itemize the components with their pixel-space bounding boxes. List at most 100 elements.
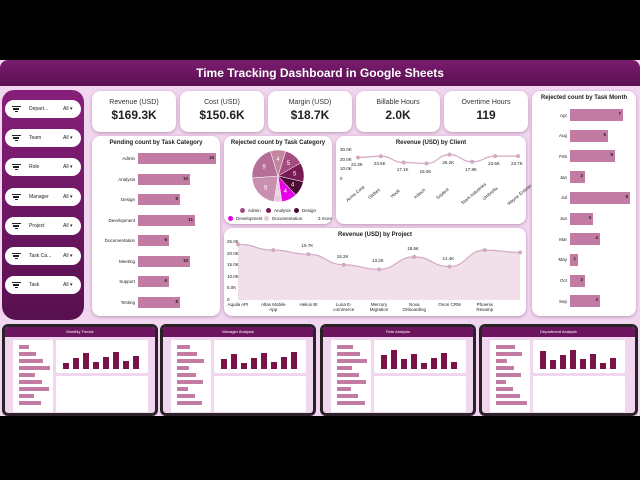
data-label: 14.4K [442,255,455,261]
bar-value: 3 [588,214,591,220]
bar-value: 6 [610,152,613,158]
bar: 3 [570,212,593,225]
filter-role[interactable]: Role All ▾ [5,158,81,176]
chart-title: Revenue (USD) by Project [337,232,413,238]
legend-item[interactable]: Development [228,216,263,221]
kpi-value: $18.7K [290,108,330,122]
mini-column [570,350,576,369]
mini-bar [496,401,527,405]
filter-project[interactable]: Project All ▾ [5,217,81,235]
dashboard: Time Tracking Dashboard in Google Sheets… [0,60,640,416]
legend-item[interactable]: Admin [240,208,261,213]
svg-text:5: 5 [287,161,291,167]
mini-chart [214,376,306,412]
mini-bar [337,387,351,391]
mini-bar [337,366,352,370]
bar: 4 [570,295,600,308]
mini-chart [533,376,625,412]
bar-category: Design [120,197,135,202]
legend-swatch-icon [264,216,269,221]
mini-chart [374,376,466,412]
chart-revenue-by-project[interactable]: Revenue (USD) by Project 25.0K 20.0K 15.0K… [224,228,526,316]
bar-category: Support [119,279,135,284]
kpi-billable-hours: Billable Hours 2.0K [356,91,440,132]
mini-bar [337,401,365,405]
bar: 8 [138,194,180,205]
thumbnail-role-analysis[interactable]: Role Analysis [320,324,476,416]
mini-bar [19,394,34,398]
mini-column [540,351,546,369]
filter-label: Project [29,223,45,229]
bar: 4 [570,233,600,246]
bar: 5 [570,129,608,142]
thumbnail-manager-analysis[interactable]: Manager Analysis [160,324,316,416]
mini-bar [496,352,522,356]
chart-title: Pending count by Task Category [109,140,203,146]
svg-text:9: 9 [264,185,268,191]
kpi-overtime-hours: Overtime Hours 119 [444,91,528,132]
filter-value: All ▾ [63,223,73,229]
y-tick: 20.0K [227,250,239,256]
mini-column [281,357,287,369]
mini-bar [496,373,521,377]
thumbnail-monthly-trends[interactable]: Monthly Trends [2,324,158,416]
filter-task[interactable]: Task All ▾ [5,276,81,294]
y-tick: 30.0K [340,147,352,152]
chart-rejected-by-month[interactable]: Rejected count by Task Month Apr 7 Aug 5 Feb… [532,91,636,316]
filter-label: Task [29,282,40,288]
bar-category: Development [108,217,135,223]
bar-row: Development 11 [92,214,195,226]
mini-chart [214,340,306,373]
mini-bar [337,373,359,377]
bar-category: Feb [559,153,567,159]
thumbnail-department-analysis[interactable]: Department Analysis [479,324,638,416]
chart-pending-by-category[interactable]: Pending count by Task Category Admin 15 An… [92,136,220,316]
bar-value: 4 [595,235,598,241]
legend-item[interactable]: Documentation [264,216,302,221]
mini-bar [337,352,360,356]
legend-label: Development [236,216,263,221]
bar-row: Jul 8 [532,191,630,204]
bar-value: 6 [164,237,167,242]
data-label: 17.1K [396,167,409,173]
filter-icon [11,282,21,288]
thumbnail-title: Role Analysis [323,327,473,337]
filter-sidebar: Depart... All ▾ Team All ▾ Role All ▾ Manager A… [2,90,84,320]
mini-column [93,362,99,369]
mini-bar [496,366,514,370]
mini-bar [177,359,204,363]
chart-title: Rejected count by Task Category [230,140,326,146]
filter-label: Task Ca... [29,253,52,259]
bar-row: Mar 4 [532,233,600,246]
filter-manager[interactable]: Manager All ▾ [5,188,81,206]
bar-value: 2 [580,173,583,179]
mini-bar [177,345,190,349]
filter-team[interactable]: Team All ▾ [5,129,81,147]
mini-column [391,350,397,369]
filter-label: Team [29,135,42,141]
svg-text:9: 9 [262,164,266,170]
legend-more[interactable]: 3 more [318,216,333,221]
y-tick: 15.0K [227,262,239,268]
data-label: 17.8K [465,166,478,172]
bar-row: Oct 2 [532,274,585,287]
legend-item[interactable]: Design [294,208,316,213]
kpi-margin: Margin (USD) $18.7K [268,91,352,132]
bar-row: Testing 8 [92,296,180,308]
filter-depart[interactable]: Depart... All ▾ [5,100,81,118]
bar-row: Jun 3 [532,212,593,225]
bar-value: 5 [603,131,606,137]
line-chart [236,242,522,300]
mini-bar [177,394,195,398]
bar-value: 7 [618,111,621,116]
filter-label: Role [29,164,40,170]
filter-value: All ▾ [63,282,73,288]
filter-taskca[interactable]: Task Ca... All ▾ [5,247,81,265]
bar-category: Apr [559,112,567,118]
x-tick: Nova Onboarding [402,302,427,312]
filter-value: All ▾ [63,106,73,112]
mini-bar [177,401,202,405]
chart-revenue-by-client[interactable]: Revenue (USD) by Client 30.0K 20.0K 10.0K 0… [336,136,535,224]
legend-item[interactable]: Analysis [266,208,291,213]
